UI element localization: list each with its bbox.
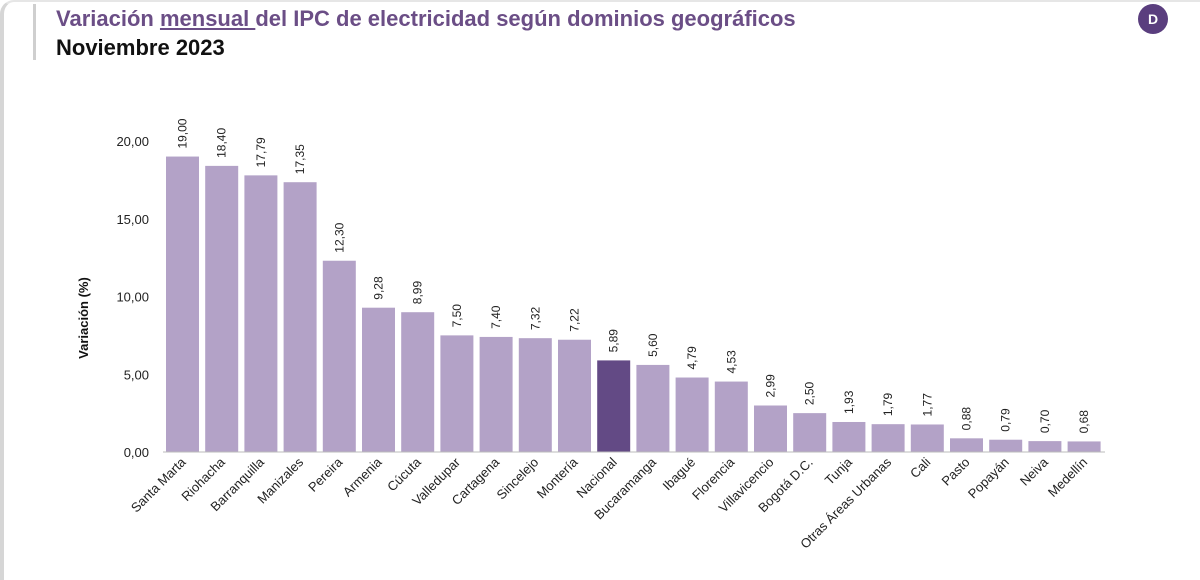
bar (518, 338, 552, 452)
data-label: 12,30 (332, 222, 346, 252)
bar (793, 413, 827, 452)
data-label: 4,79 (685, 346, 699, 370)
y-tick-label: 20,00 (116, 134, 149, 149)
x-tick-label: Armenia (340, 454, 385, 499)
x-tick-label: Neiva (1017, 454, 1052, 489)
d-logo-icon: D (1138, 4, 1168, 34)
data-label: 2,50 (803, 381, 817, 405)
x-tick-label: Santa Marta (128, 454, 189, 515)
data-label: 18,40 (215, 128, 229, 158)
x-tick-label: Tunja (822, 454, 856, 488)
x-axis-categories: Santa MartaRiohachaBarranquillaManizales… (128, 454, 1090, 551)
x-tick-label: Cali (907, 454, 934, 481)
data-label: 5,60 (646, 333, 660, 357)
bar (675, 377, 709, 452)
y-tick-label: 10,00 (116, 290, 149, 305)
bar (362, 307, 395, 452)
bar (832, 421, 866, 452)
data-label: 0,70 (1038, 409, 1052, 433)
bar (283, 182, 317, 452)
bar (950, 438, 983, 452)
data-label: 1,77 (920, 393, 934, 417)
x-tick-label: Popayán (965, 455, 1012, 502)
chart-subtitle: Noviembre 2023 (56, 35, 225, 60)
data-label: 0,88 (960, 407, 974, 431)
x-tick-label: Medellín (1045, 455, 1090, 500)
data-label: 17,79 (254, 137, 268, 167)
y-axis-label: Variación (%) (76, 277, 91, 359)
title-accent-bar (33, 4, 36, 60)
bar (401, 312, 435, 452)
y-tick-label: 0,00 (124, 445, 149, 460)
bars (166, 156, 1101, 453)
data-label: 7,22 (568, 308, 582, 332)
data-label: 7,50 (450, 304, 464, 328)
bar (1067, 441, 1101, 452)
bar (1028, 441, 1062, 452)
data-label: 1,93 (842, 390, 856, 414)
x-tick-label: Pasto (939, 455, 973, 489)
bar (205, 165, 239, 452)
bar (166, 156, 199, 453)
bar (322, 260, 356, 452)
bar (989, 439, 1023, 452)
bar (440, 335, 474, 452)
x-tick-label: Montería (534, 454, 581, 501)
data-label: 7,32 (528, 306, 542, 330)
bar (910, 424, 944, 452)
data-labels: 19,00 18,40 17,79 17,35 12,30 9,28 8,99 7,50 7,4… (176, 118, 1092, 433)
x-tick-label: Sincelejo (494, 455, 542, 503)
chart-title: Variación mensual del IPC de electricida… (56, 6, 796, 31)
y-tick-label: 5,00 (124, 367, 149, 382)
data-label: 17,35 (293, 144, 307, 174)
bar (597, 360, 631, 452)
bar (244, 175, 278, 453)
data-label: 1,79 (881, 392, 895, 416)
bar (636, 364, 670, 452)
bar (479, 336, 513, 452)
data-label: 2,99 (764, 374, 778, 398)
data-label: 0,79 (999, 408, 1013, 432)
title-underlined-word: mensual (159, 6, 256, 31)
data-label: 19,00 (176, 118, 190, 148)
bar (558, 339, 591, 452)
data-label: 7,40 (489, 305, 503, 329)
data-label: 5,89 (607, 329, 621, 353)
y-axis: 0,00 5,00 10,00 15,00 20,00 (116, 134, 149, 460)
bar (871, 424, 905, 452)
bar (754, 405, 787, 452)
x-tick-label: Ibagué (659, 455, 698, 494)
data-label: 8,99 (411, 281, 425, 305)
data-label: 0,68 (1077, 410, 1091, 434)
data-label: 4,53 (724, 350, 738, 374)
y-tick-label: 15,00 (116, 212, 149, 227)
data-label: 9,28 (372, 276, 386, 300)
bar (714, 381, 748, 452)
